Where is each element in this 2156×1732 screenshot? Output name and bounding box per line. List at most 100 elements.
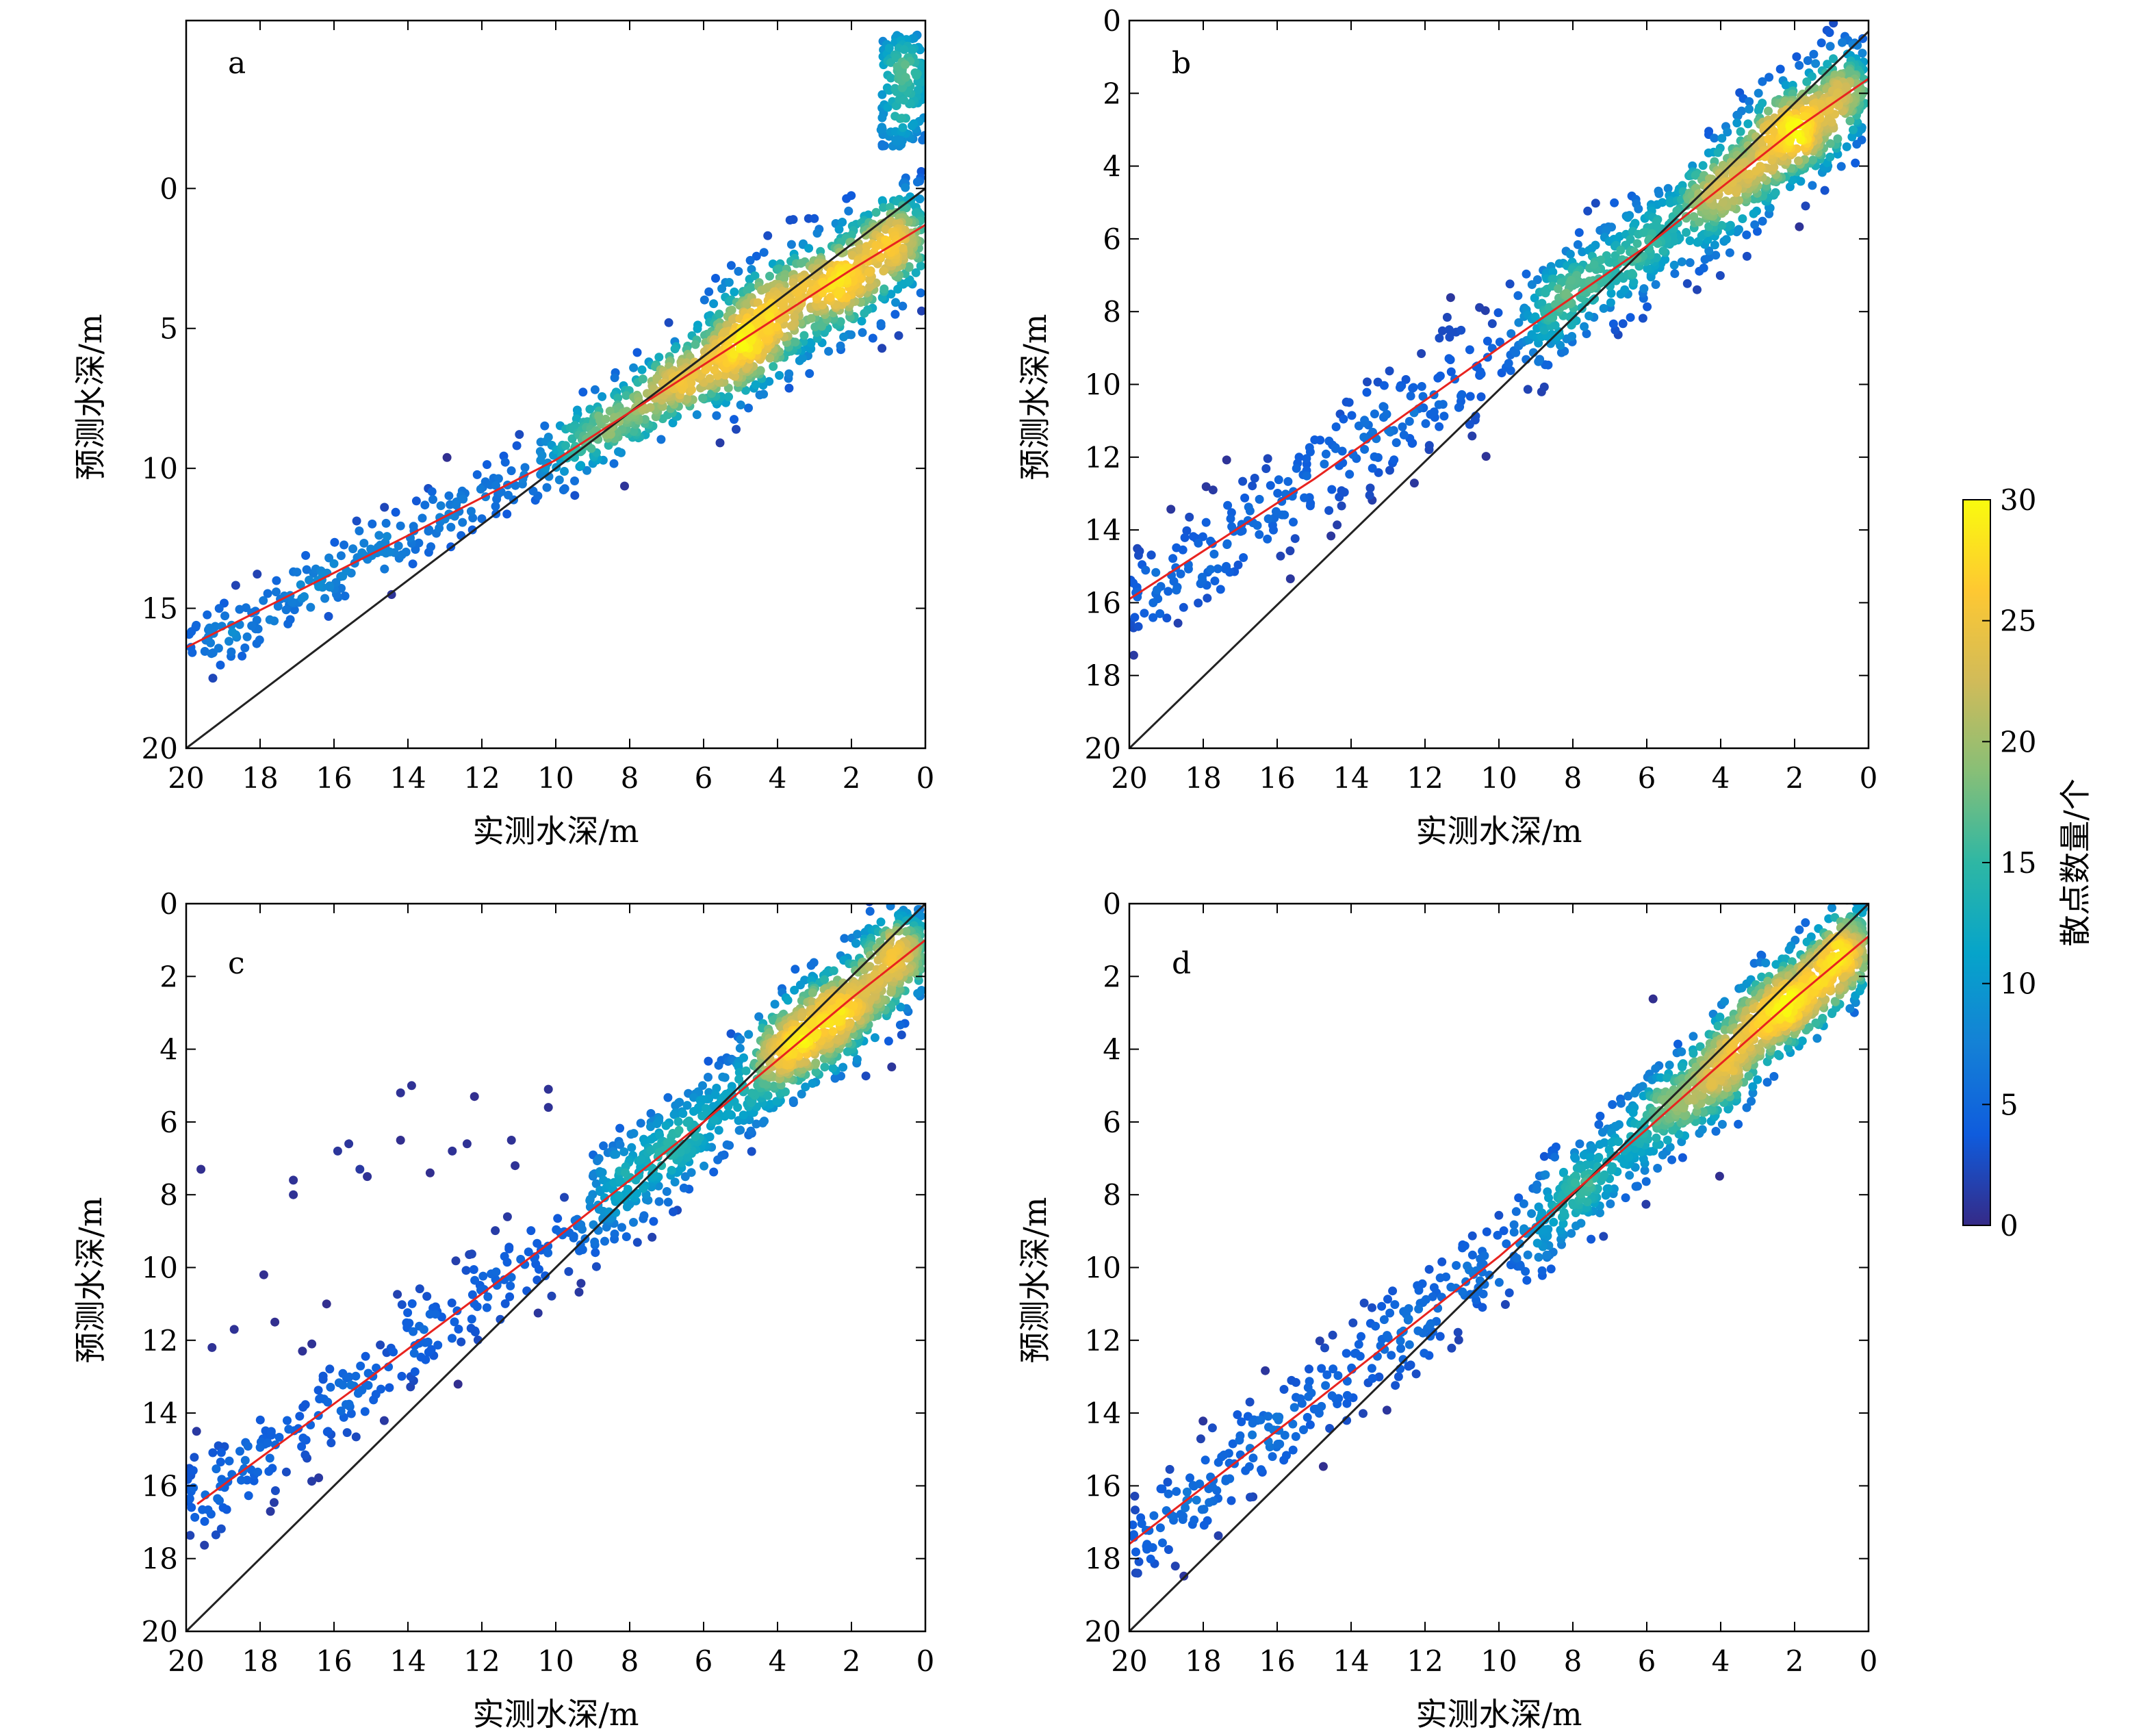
scatter-point [899,123,908,132]
scatter-point [337,551,346,560]
scatter-point [1149,1512,1158,1520]
scatter-point [1600,304,1608,313]
scatter-point [1754,89,1763,98]
scatter-point [1616,246,1625,255]
scatter-point [1686,258,1695,267]
x-tick-label: 16 [316,1644,352,1678]
scatter-point [1214,1531,1223,1540]
scatter-point [1299,1425,1308,1434]
scatter-point [866,907,875,916]
scatter-point [860,309,869,318]
scatter-point [1506,279,1515,288]
scatter-point [266,1454,274,1463]
scatter-point [1435,400,1443,409]
scatter-point [1843,142,1851,151]
x-tick-label: 10 [537,1644,574,1678]
x-tick-label: 4 [769,1644,787,1678]
scatter-point [891,136,900,144]
scatter-point [1763,1078,1772,1086]
panel-c: 20 18 16 14 12 10 8 6 4 2 002468101214161820 [142,887,935,1678]
scatter-point [216,661,225,670]
scatter-point [1412,1369,1421,1378]
scatter-point [1388,1286,1397,1295]
scatter-point [1576,1139,1584,1148]
scatter-point [1413,1327,1422,1336]
scatter-point [1626,313,1635,322]
scatter-point [709,299,718,308]
scatter-point [1715,1172,1724,1181]
scatter-point [1171,1562,1180,1570]
scatter-point [1248,1418,1257,1427]
scatter-point [1480,1251,1489,1260]
scatter-point [1203,594,1211,602]
scatter-point [663,1138,672,1147]
scatter-point [1166,1465,1175,1474]
panel-d: 20 18 16 14 12 10 8 6 4 2 002468101214161820 [1085,887,1878,1678]
scatter-point [1201,1455,1210,1464]
scatter-point [1414,1305,1423,1314]
scatter-point [409,559,418,568]
scatter-point [1436,1332,1445,1341]
scatter-point [325,1364,334,1373]
scatter-point [1658,1151,1667,1160]
scatter-point [1368,1364,1376,1373]
scatter-point [900,45,909,54]
scatter-point [807,314,816,323]
scatter-point [700,296,709,305]
scatter-point [1264,514,1273,523]
x-tick-label: 12 [463,1644,500,1678]
scatter-point [301,551,310,560]
scatter-point [243,633,252,641]
scatter-point [380,1416,389,1425]
scatter-point [763,231,772,240]
scatter-point [877,917,886,926]
scatter-point [916,288,925,297]
scatter-point [428,487,437,496]
scatter-point [633,1238,642,1247]
scatter-point [467,1314,476,1323]
scatter-point [600,1237,609,1246]
scatter-point [1283,477,1292,486]
scatter-point [1220,1451,1229,1460]
scatter-point [183,1475,192,1484]
scatter-point [1512,1207,1521,1216]
scatter-point [1326,531,1335,540]
scatter-point [1370,453,1379,461]
scatter-point [1495,1278,1504,1287]
scatter-point [1851,159,1860,168]
scatter-point [422,1292,431,1301]
scatter-point [361,1407,370,1416]
scatter-point [1246,1398,1255,1407]
scatter-point [620,482,629,491]
panel-c-reference-line [186,904,925,1631]
scatter-point [1425,1265,1434,1274]
scatter-point [1319,1462,1328,1471]
scatter-point [1620,285,1629,294]
scatter-point [256,1443,265,1452]
scatter-point [880,141,889,150]
scatter-point [247,622,256,631]
scatter-point [1289,518,1298,526]
scatter-point [1846,116,1855,125]
scatter-point [1208,1423,1217,1432]
scatter-point [1699,264,1708,272]
scatter-point [560,467,569,476]
scatter-point [704,288,713,296]
scatter-point [1567,332,1576,341]
scatter-point [1654,189,1663,198]
scatter-point [396,522,405,531]
scatter-point [1649,995,1658,1004]
scatter-point [1717,134,1726,143]
scatter-point [1683,279,1692,288]
scatter-point [1771,188,1780,197]
scatter-point [448,1147,457,1156]
scatter-point [611,373,619,382]
scatter-point [622,1232,631,1241]
scatter-point [1302,472,1311,481]
x-tick-label: 14 [389,1644,426,1678]
scatter-point [1641,1200,1650,1209]
scatter-point [543,1249,552,1258]
scatter-point [228,628,237,637]
scatter-point [463,1139,472,1148]
scatter-point [667,1166,676,1175]
